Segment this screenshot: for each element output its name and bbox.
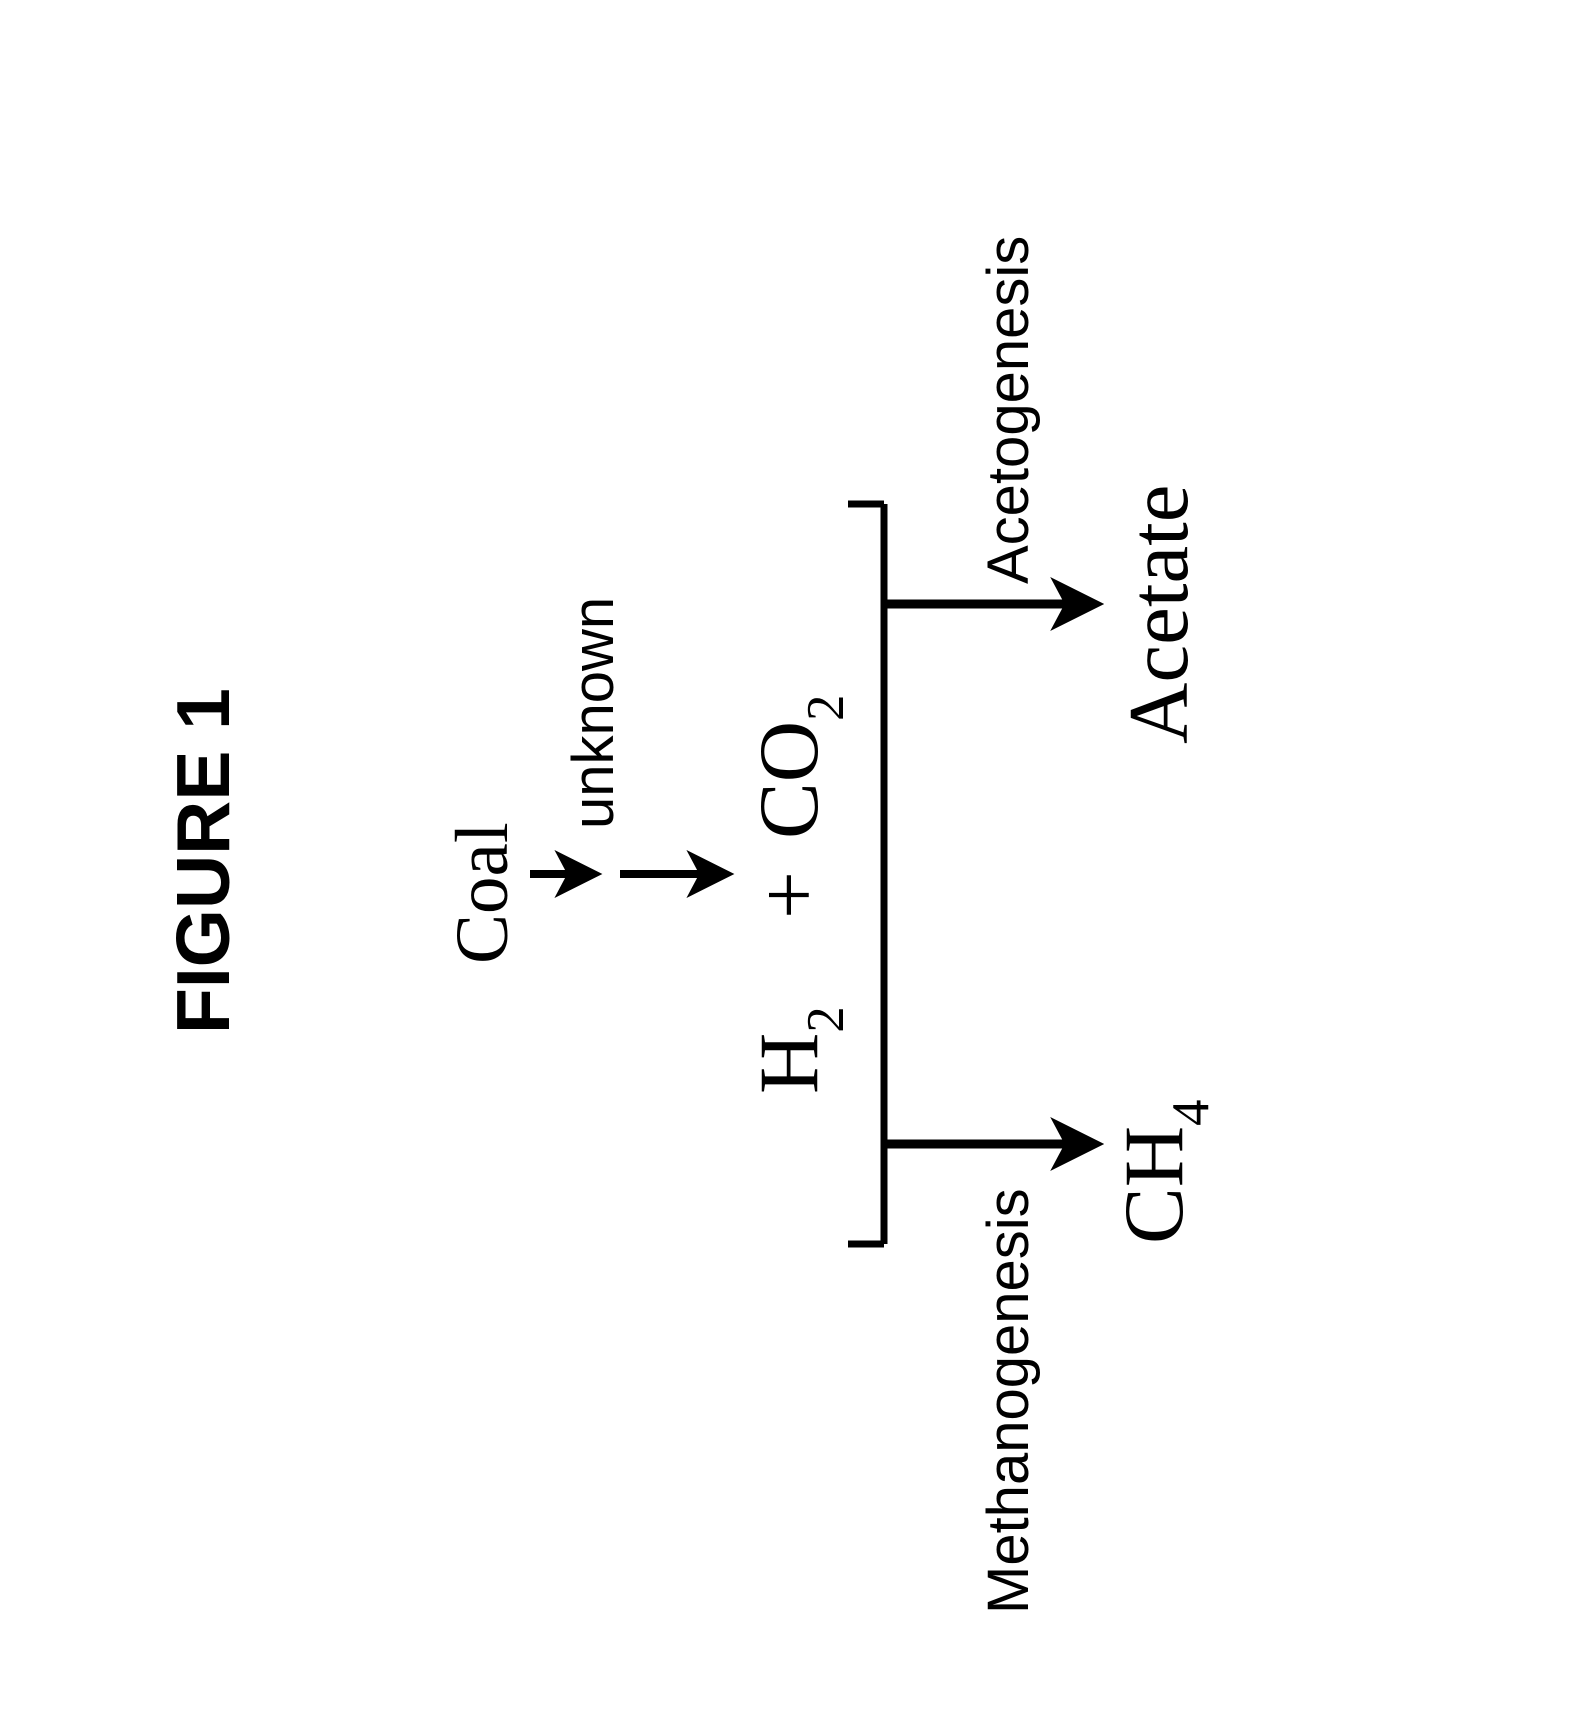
stage: FIGURE 1 Coal unknown H2 + CO2 Methanoge… — [0, 0, 1580, 1734]
rotated-canvas: FIGURE 1 Coal unknown H2 + CO2 Methanoge… — [0, 0, 1580, 1734]
bracket — [848, 504, 884, 1244]
diagram-svg — [0, 0, 1580, 1734]
